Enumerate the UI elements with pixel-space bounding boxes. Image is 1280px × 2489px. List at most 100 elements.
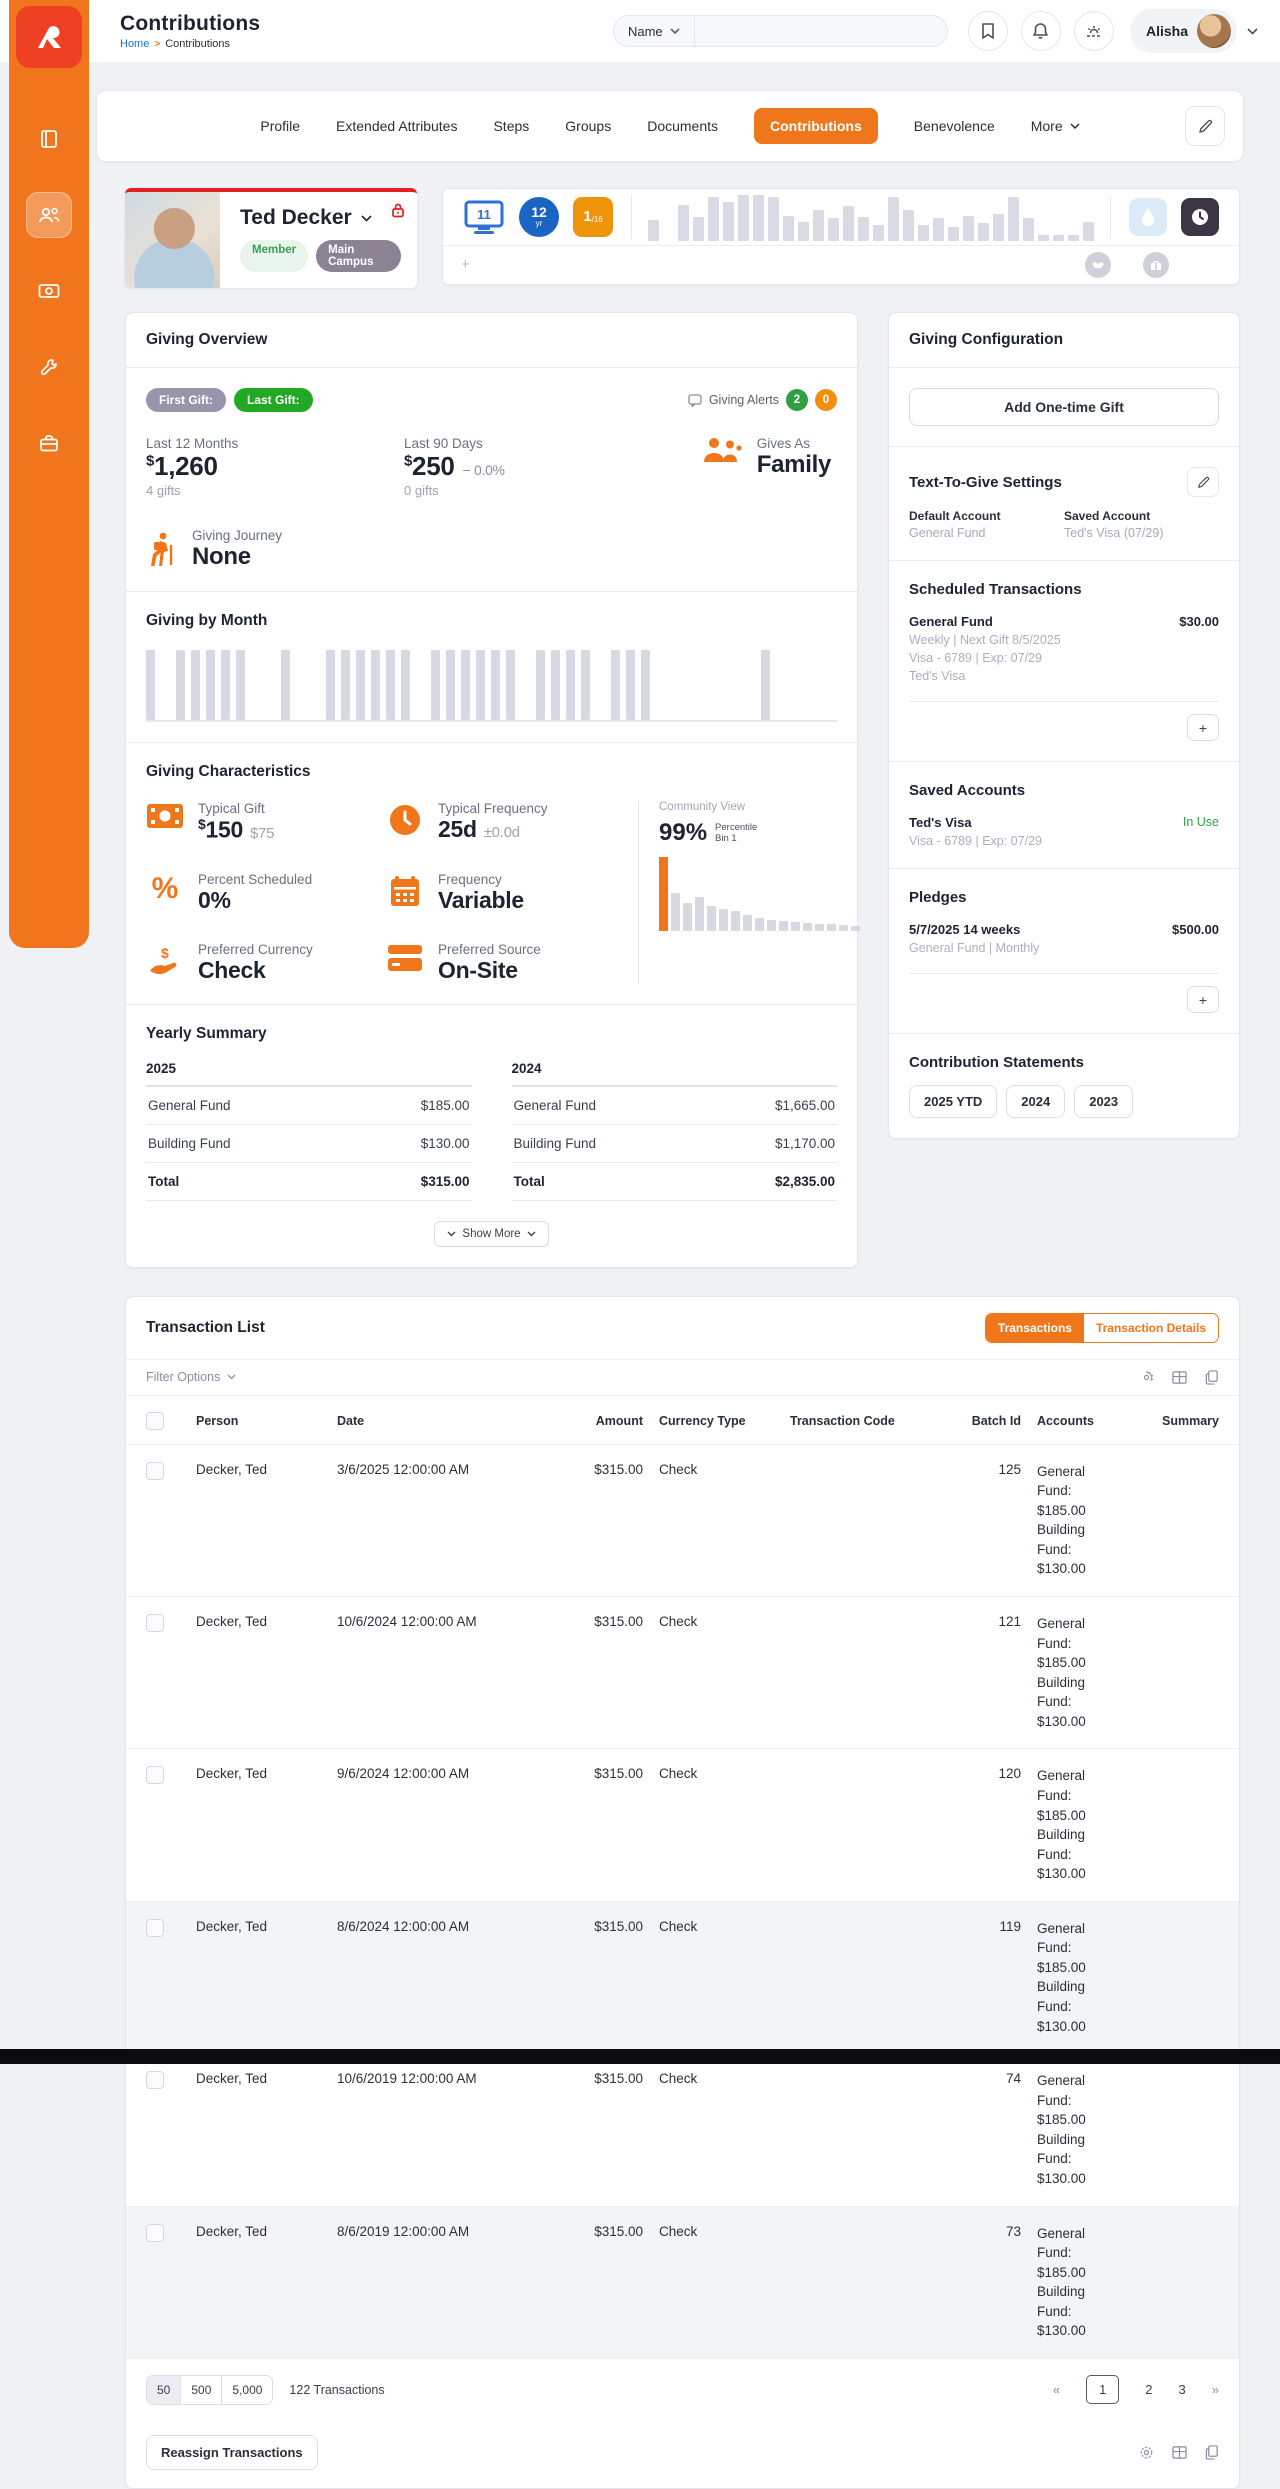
community-histogram-chart[interactable] <box>659 855 860 931</box>
select-all-checkbox[interactable] <box>146 1411 164 1430</box>
column-header-transaction-code[interactable]: Transaction Code <box>790 1413 895 1428</box>
giving-by-month-chart[interactable] <box>146 650 837 722</box>
tab-benevolence[interactable]: Benevolence <box>914 118 995 134</box>
person-name-dropdown[interactable]: Ted Decker <box>240 206 401 230</box>
grid-settings-button[interactable] <box>1139 2445 1154 2460</box>
copy-icon <box>1205 1369 1218 1385</box>
pledge-item[interactable]: 5/7/2025 14 weeks $500.00 General Fund |… <box>909 922 1219 955</box>
era-badge[interactable]: 12 yr <box>519 196 559 237</box>
page-3[interactable]: 3 <box>1178 2382 1186 2398</box>
user-menu[interactable]: Alisha <box>1129 9 1237 53</box>
add-badge-button[interactable]: + <box>461 256 470 274</box>
tab-contributions[interactable]: Contributions <box>754 108 878 144</box>
grid-settings-button[interactable] <box>1139 1370 1154 1385</box>
baptism-badge[interactable] <box>1129 197 1167 236</box>
bar <box>803 923 812 931</box>
column-header-amount[interactable]: Amount <box>595 1413 643 1428</box>
breadcrumb-home-link[interactable]: Home <box>120 38 150 50</box>
attendance-sparkline-chart[interactable] <box>648 193 1094 241</box>
record-lock-button[interactable] <box>391 202 405 218</box>
app-logo[interactable] <box>16 6 82 68</box>
breadcrumb-current: Contributions <box>165 38 231 50</box>
statement-button-2024[interactable]: 2024 <box>1006 1085 1066 1118</box>
giving-badge[interactable] <box>1143 251 1169 278</box>
column-header-person[interactable]: Person <box>196 1413 239 1428</box>
sidebar-item-journal[interactable] <box>26 116 72 162</box>
add-one-time-gift-button[interactable]: Add One-time Gift <box>909 388 1219 426</box>
add-scheduled-transaction-button[interactable]: + <box>1187 714 1219 741</box>
bar <box>993 213 1004 241</box>
search-filter-dropdown[interactable]: Name <box>614 16 695 46</box>
user-name: Alisha <box>1145 23 1188 39</box>
bar <box>191 650 200 720</box>
row-checkbox[interactable] <box>146 1918 164 1937</box>
table-row[interactable]: Decker, Ted 9/6/2024 12:00:00 AM $315.00 Ch… <box>126 1748 1239 1900</box>
column-header-summary[interactable]: Summary <box>1162 1413 1219 1428</box>
statement-button-2023[interactable]: 2023 <box>1074 1085 1134 1118</box>
column-header-batch-id[interactable]: Batch Id <box>971 1413 1021 1428</box>
row-checkbox[interactable] <box>146 1461 164 1480</box>
export-copy-button[interactable] <box>1205 2445 1219 2460</box>
page-size-500[interactable]: 500 <box>180 2375 222 2404</box>
column-header-accounts[interactable]: Accounts <box>1037 1413 1094 1428</box>
page-size-5-000[interactable]: 5,000 <box>221 2375 273 2404</box>
sidebar-item-tools[interactable] <box>26 344 72 390</box>
page-size-50[interactable]: 50 <box>147 2375 181 2404</box>
next-page-button[interactable]: » <box>1211 2382 1219 2398</box>
page-2[interactable]: 2 <box>1145 2382 1153 2398</box>
reassign-transactions-button[interactable]: Reassign Transactions <box>146 2434 318 2470</box>
column-header-currency-type[interactable]: Currency Type <box>659 1413 746 1428</box>
toggle-transactions[interactable]: Transactions <box>985 1313 1084 1342</box>
global-search[interactable]: Name <box>612 15 948 47</box>
alert-count-green[interactable]: 2 <box>786 389 808 411</box>
alert-count-orange[interactable]: 0 <box>815 389 837 411</box>
table-row[interactable]: Decker, Ted 10/6/2019 12:00:00 AM $315.00 C… <box>126 2053 1239 2205</box>
attendance-monitor-badge[interactable]: 11 <box>463 199 505 235</box>
tab-profile[interactable]: Profile <box>260 118 300 134</box>
table-columns-icon <box>1172 2446 1187 2459</box>
tab-documents[interactable]: Documents <box>647 118 718 134</box>
scheduled-transaction-item[interactable]: General Fund $30.00 Weekly | Next Gift 8… <box>909 614 1219 683</box>
person-photo[interactable] <box>125 192 220 288</box>
previous-page-button[interactable]: « <box>1052 2382 1061 2398</box>
sidebar-item-finance[interactable] <box>26 268 72 314</box>
transaction-list-title: Transaction List <box>146 1318 265 1336</box>
bookmark-button[interactable] <box>967 11 1008 51</box>
sidebar-item-work[interactable] <box>26 420 72 466</box>
add-pledge-button[interactable]: + <box>1187 986 1219 1013</box>
user-menu-caret-icon[interactable] <box>1247 27 1258 35</box>
columns-button[interactable] <box>1172 1370 1187 1385</box>
serving-badge[interactable] <box>1085 251 1111 278</box>
attendance-fraction-badge[interactable]: 1 /16 <box>573 196 613 237</box>
table-row[interactable]: Decker, Ted 8/6/2019 12:00:00 AM $315.00 Ch… <box>126 2205 1239 2358</box>
in-use-badge: In Use <box>1182 815 1219 829</box>
toggle-transaction-details[interactable]: Transaction Details <box>1083 1313 1218 1342</box>
show-more-button[interactable]: Show More <box>434 1220 549 1247</box>
tab-groups[interactable]: Groups <box>565 118 611 134</box>
search-input[interactable] <box>694 16 947 46</box>
notifications-button[interactable] <box>1020 11 1061 51</box>
sidebar-item-people[interactable] <box>26 192 72 238</box>
row-checkbox[interactable] <box>146 1614 164 1633</box>
row-checkbox[interactable] <box>146 1766 164 1785</box>
row-checkbox[interactable] <box>146 2223 164 2242</box>
row-checkbox[interactable] <box>146 2071 164 2090</box>
table-row[interactable]: Decker, Ted 3/6/2025 12:00:00 AM $315.00 Ch… <box>126 1443 1239 1596</box>
filter-options-toggle[interactable]: Filter Options <box>146 1370 236 1384</box>
page-1[interactable]: 1 <box>1086 2375 1120 2405</box>
tab-more[interactable]: More <box>1031 118 1080 134</box>
tab-steps[interactable]: Steps <box>493 118 529 134</box>
export-copy-button[interactable] <box>1205 1369 1219 1385</box>
columns-button[interactable] <box>1172 2445 1187 2460</box>
edit-text-to-give-button[interactable] <box>1187 467 1219 497</box>
theme-toggle-button[interactable] <box>1073 11 1114 51</box>
column-header-date[interactable]: Date <box>337 1413 365 1428</box>
statement-button-2025-ytd[interactable]: 2025 YTD <box>909 1085 998 1118</box>
attendance-clock-badge[interactable] <box>1181 197 1219 236</box>
account-line: General Fund: $185.00 <box>1037 2225 1086 2280</box>
saved-account-item[interactable]: Ted's Visa In Use Visa - 6789 | Exp: 07/… <box>909 815 1219 848</box>
tab-extended-attributes[interactable]: Extended Attributes <box>336 118 457 134</box>
edit-tabs-button[interactable] <box>1185 106 1225 146</box>
table-row[interactable]: Decker, Ted 8/6/2024 12:00:00 AM $315.00 Ch… <box>126 1900 1239 2054</box>
table-row[interactable]: Decker, Ted 10/6/2024 12:00:00 AM $315.00 C… <box>126 1596 1239 1748</box>
